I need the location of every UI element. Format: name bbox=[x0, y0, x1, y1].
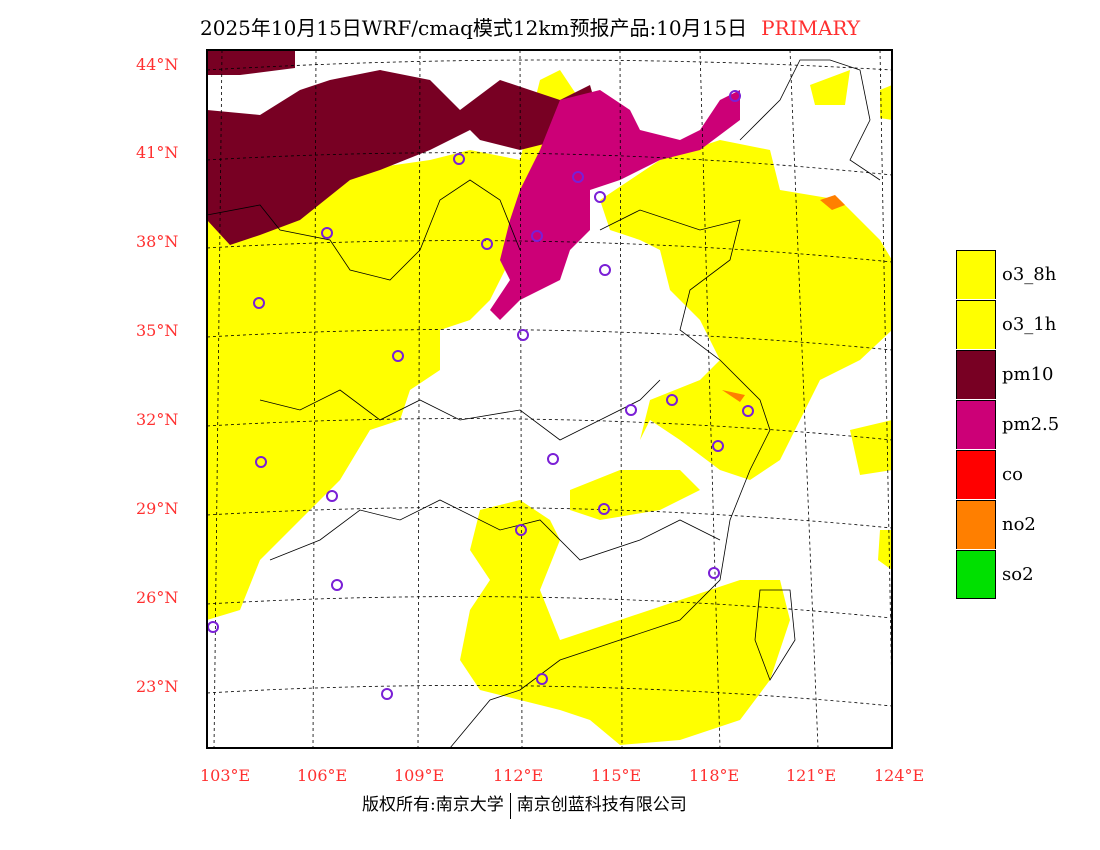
legend-label: co bbox=[1002, 463, 1023, 485]
lat-label: 29°N bbox=[136, 499, 179, 518]
legend-item: co bbox=[956, 449, 1096, 499]
lon-label: 124°E bbox=[874, 766, 925, 785]
lat-label: 26°N bbox=[136, 588, 179, 607]
legend-label: pm2.5 bbox=[1002, 413, 1060, 435]
boundaries bbox=[207, 59, 881, 748]
lat-label: 23°N bbox=[136, 677, 179, 696]
legend-item: pm2.5 bbox=[956, 399, 1096, 449]
lon-label: 112°E bbox=[493, 766, 544, 785]
legend: o3_8h o3_1h pm10 pm2.5 co no2 so2 bbox=[956, 249, 1096, 599]
legend-item: no2 bbox=[956, 499, 1096, 549]
lon-label: 115°E bbox=[591, 766, 642, 785]
title-text: 2025年10月15日WRF/cmaq模式12km预报产品:10月15日 bbox=[200, 16, 748, 40]
o3-region-central bbox=[570, 470, 700, 520]
legend-label: o3_1h bbox=[1002, 313, 1057, 335]
map-frame bbox=[206, 49, 893, 749]
legend-swatch bbox=[956, 299, 996, 349]
copyright-company: 南京创蓝科技有限公司 bbox=[516, 795, 687, 815]
copyright-owner: 版权所有:南京大学 bbox=[362, 795, 504, 815]
lon-label: 106°E bbox=[297, 766, 348, 785]
legend-label: no2 bbox=[1002, 513, 1036, 535]
map-title: 2025年10月15日WRF/cmaq模式12km预报产品:10月15日 PRIM… bbox=[200, 12, 860, 41]
legend-swatch bbox=[956, 399, 996, 449]
graticule bbox=[207, 50, 892, 748]
pm10-region bbox=[207, 70, 600, 245]
title-tag: PRIMARY bbox=[761, 16, 861, 40]
legend-swatch bbox=[956, 449, 996, 499]
divider bbox=[509, 792, 511, 819]
legend-label: pm10 bbox=[1002, 363, 1054, 385]
legend-swatch bbox=[956, 249, 996, 299]
pm25-region bbox=[490, 90, 740, 320]
legend-item: o3_8h bbox=[956, 249, 1096, 299]
lat-label: 32°N bbox=[136, 410, 179, 429]
legend-item: pm10 bbox=[956, 349, 1096, 399]
lat-label: 44°N bbox=[136, 55, 179, 74]
legend-item: so2 bbox=[956, 549, 1096, 599]
lon-label: 118°E bbox=[689, 766, 740, 785]
o3-region-offshore bbox=[810, 70, 892, 570]
copyright-footer: 版权所有:南京大学 南京创蓝科技有限公司 bbox=[362, 790, 687, 819]
lon-label: 109°E bbox=[394, 766, 445, 785]
legend-swatch bbox=[956, 499, 996, 549]
legend-item: o3_1h bbox=[956, 299, 1096, 349]
legend-swatch bbox=[956, 549, 996, 599]
legend-label: so2 bbox=[1002, 563, 1034, 585]
lon-label: 121°E bbox=[786, 766, 837, 785]
lon-label: 103°E bbox=[200, 766, 251, 785]
lat-label: 41°N bbox=[136, 143, 179, 162]
lat-label: 35°N bbox=[136, 321, 179, 340]
legend-swatch bbox=[956, 349, 996, 399]
pm10-region-top bbox=[207, 50, 295, 75]
legend-label: o3_8h bbox=[1002, 263, 1057, 285]
lat-label: 38°N bbox=[136, 232, 179, 251]
